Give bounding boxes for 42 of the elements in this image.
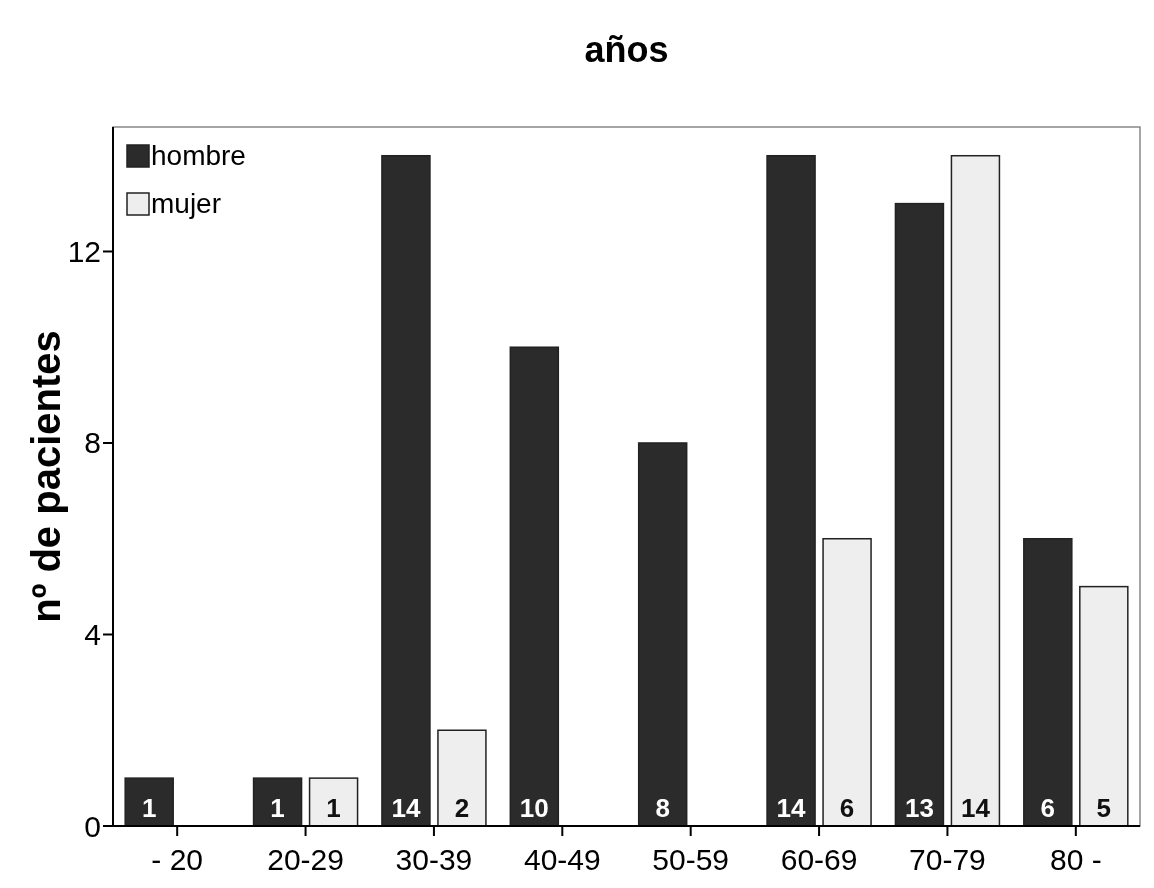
x-tick-label: 80 - — [1049, 843, 1102, 876]
y-tick-label: 12 — [67, 234, 101, 268]
x-tick-label: 40-49 — [523, 843, 601, 876]
bar — [894, 202, 945, 827]
x-tick-label: 20-29 — [267, 843, 344, 876]
y-tick-label: 4 — [84, 617, 101, 651]
x-tick-label: 60-69 — [780, 843, 858, 876]
data-label: 14 — [391, 793, 421, 823]
x-tick-label: 50-59 — [652, 843, 730, 876]
x-tick-label: 30-39 — [395, 843, 473, 876]
data-label: 5 — [1096, 793, 1112, 823]
bar — [1023, 537, 1073, 827]
x-tick-label: 70-79 — [909, 843, 986, 876]
data-label: 14 — [776, 793, 807, 823]
data-label: 6 — [1040, 793, 1056, 823]
bar — [381, 154, 431, 827]
bar — [950, 154, 1001, 827]
bar — [252, 777, 303, 827]
bar — [437, 729, 487, 827]
legend-label: hombre — [151, 140, 246, 171]
bar — [308, 777, 359, 827]
bar — [509, 346, 560, 827]
bar — [124, 777, 174, 827]
y-axis-title: nº de pacientes — [24, 330, 68, 623]
y-tick-label: 8 — [84, 426, 101, 460]
bar — [1079, 585, 1129, 827]
bar — [822, 537, 872, 827]
chart-title: años — [584, 29, 669, 70]
data-label: 1 — [141, 793, 157, 823]
data-label: 2 — [454, 793, 470, 823]
y-tick-label: 0 — [84, 809, 101, 843]
bar — [637, 442, 688, 827]
x-tick-label: - 20 — [151, 843, 204, 876]
data-label: 8 — [655, 793, 670, 823]
data-label: 14 — [960, 793, 991, 823]
data-label: 1 — [270, 793, 285, 823]
data-label: 6 — [839, 793, 855, 823]
data-label: 13 — [904, 793, 934, 823]
data-label: 1 — [326, 793, 341, 823]
legend-label: mujer — [151, 188, 222, 219]
bar — [766, 154, 816, 827]
data-label: 10 — [519, 793, 549, 823]
